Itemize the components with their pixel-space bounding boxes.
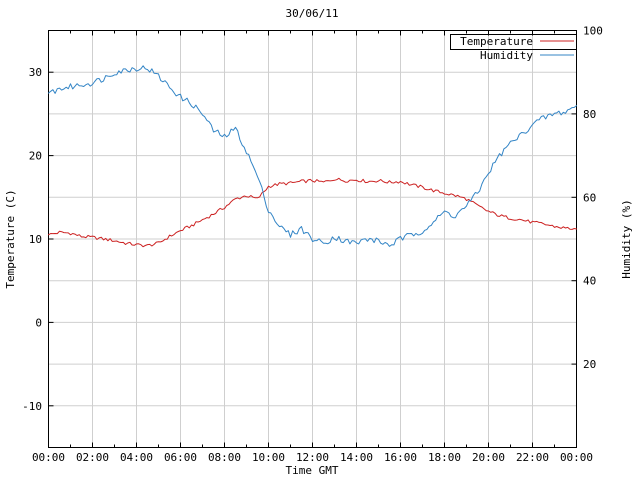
y-left-axis-label: Temperature (C): [4, 189, 17, 288]
x-tick-label: 00:00: [560, 451, 593, 464]
x-axis-label: Time GMT: [286, 464, 339, 477]
plot-border: [48, 30, 577, 448]
y-left-tick-label: 20: [29, 150, 42, 163]
x-tick-label: 22:00: [516, 451, 549, 464]
y-right-tick-label: 100: [583, 25, 603, 38]
y-right-tick-label: 20: [583, 358, 596, 371]
y-left-tick-label: -10: [22, 400, 42, 413]
legend-label-temperature: Temperature: [460, 35, 533, 48]
x-tick-label: 04:00: [120, 451, 153, 464]
legend-label-humidity: Humidity: [480, 49, 533, 62]
series-line-temperature: [48, 177, 577, 248]
y-right-tick-label: 80: [583, 108, 596, 121]
data-series: [48, 65, 577, 248]
y-right-axis-label: Humidity (%): [620, 199, 633, 278]
grid-lines: [48, 30, 577, 448]
x-tick-label: 02:00: [76, 451, 109, 464]
series-line-humidity: [48, 65, 577, 247]
y-left-tick-label: 10: [29, 233, 42, 246]
x-tick-label: 14:00: [340, 451, 373, 464]
chart-title: 30/06/11: [286, 7, 339, 20]
axis-titles: 30/06/11 Time GMT Temperature (C) Humidi…: [4, 7, 633, 477]
y-left-tick-label: 30: [29, 66, 42, 79]
x-tick-label: 10:00: [252, 451, 285, 464]
y-right-tick-label: 40: [583, 275, 596, 288]
legend-box: [450, 34, 577, 50]
x-tick-label: 16:00: [384, 451, 417, 464]
x-tick-label: 00:00: [32, 451, 65, 464]
x-tick-label: 12:00: [296, 451, 329, 464]
x-tick-label: 08:00: [208, 451, 241, 464]
x-tick-label: 20:00: [472, 451, 505, 464]
y-right-tick-label: 60: [583, 191, 596, 204]
tick-labels: 00:00 02:00 04:00 06:00 08:00 10:00 12:00 14:00…: [22, 25, 603, 465]
x-tick-label: 18:00: [428, 451, 461, 464]
y-left-tick-label: 0: [35, 316, 42, 329]
x-tick-label: 06:00: [164, 451, 197, 464]
legend: Temperature Humidity: [450, 34, 577, 62]
